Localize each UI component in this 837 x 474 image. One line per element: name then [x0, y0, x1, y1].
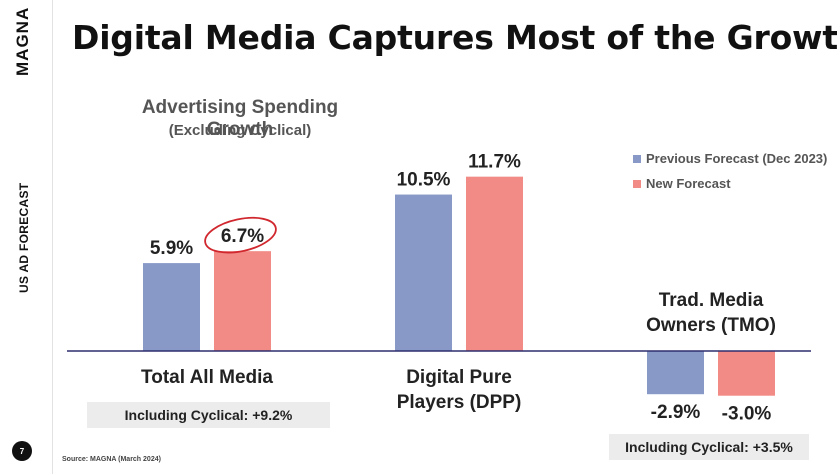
- highlight-circle: [204, 216, 277, 254]
- bar-previous-2: [647, 351, 704, 395]
- legend-swatch-new: [633, 179, 641, 188]
- chart-legend: Previous Forecast (Dec 2023) New Forecas…: [633, 150, 827, 200]
- note-tmo-cyclical: Including Cyclical: +3.5%: [609, 434, 809, 460]
- note-total-cyclical: Including Cyclical: +9.2%: [87, 402, 330, 428]
- page-number: 7: [12, 441, 32, 461]
- data-label-new-2: -3.0%: [722, 404, 772, 425]
- category-label-1-line-1: Players (DPP): [397, 392, 522, 413]
- legend-item-new: New Forecast: [633, 175, 827, 192]
- category-label-2-line-0: Trad. Media: [659, 290, 764, 311]
- sidebar: MAGNA US AD FORECAST 7: [0, 0, 53, 474]
- legend-swatch-previous: [633, 154, 641, 163]
- data-label-previous-1: 10.5%: [397, 170, 451, 191]
- source-note: Source: MAGNA (March 2024): [62, 456, 161, 463]
- data-label-new-0: 6.7%: [221, 226, 264, 247]
- bar-new-2: [718, 351, 775, 396]
- data-label-new-1: 11.7%: [468, 152, 521, 173]
- category-label-0-line-0: Total All Media: [141, 367, 273, 388]
- legend-label-new: New Forecast: [646, 176, 731, 191]
- bar-new-0: [214, 251, 271, 351]
- chart-subtitle: (Excluding Cyclical): [168, 122, 312, 139]
- category-label-1-line-0: Digital Pure: [406, 367, 512, 388]
- data-label-previous-2: -2.9%: [651, 402, 701, 423]
- data-label-previous-0: 5.9%: [150, 238, 193, 259]
- bar-previous-1: [395, 194, 452, 351]
- bar-previous-0: [143, 263, 200, 351]
- bar-new-1: [466, 176, 523, 351]
- chart-title: Advertising Spending Growth: [141, 97, 339, 140]
- category-label-2-line-1: Owners (TMO): [646, 315, 776, 336]
- legend-label-previous: Previous Forecast (Dec 2023): [646, 151, 828, 166]
- legend-item-previous: Previous Forecast (Dec 2023): [633, 150, 827, 167]
- page-title: Digital Media Captures Most of the Growt…: [72, 18, 837, 57]
